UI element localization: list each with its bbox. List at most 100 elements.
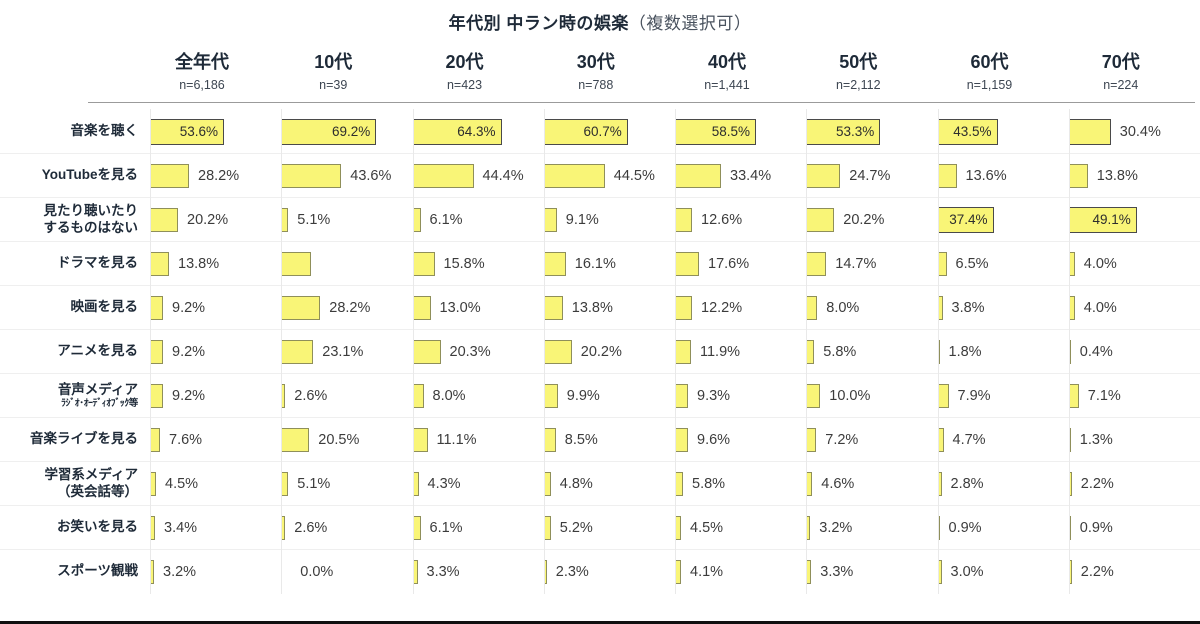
column-header-inner: 40代 n=1,441 — [677, 48, 777, 92]
bar — [150, 427, 160, 452]
row-label: お笑いを見る — [0, 506, 150, 549]
bar — [543, 471, 551, 496]
highlighted-bar: 49.1% — [1068, 206, 1137, 233]
bar — [150, 339, 163, 364]
value-label: 1.8% — [948, 343, 982, 360]
value-label: 9.2% — [172, 299, 206, 316]
chart-cell: 53.6% — [150, 109, 281, 154]
bar — [543, 339, 572, 364]
bottom-edge-strip — [0, 621, 1200, 624]
bar — [412, 295, 431, 320]
chart-cell: 23.1% — [281, 329, 412, 374]
value-label-inside: 53.6% — [179, 124, 218, 139]
chart-cell: 9.2% — [150, 373, 281, 418]
value-label: 9.6% — [697, 431, 731, 448]
value-label: 4.6% — [821, 475, 855, 492]
bar — [543, 207, 557, 232]
column-age-label: 70代 — [1101, 52, 1140, 72]
value-label-inside: 60.7% — [583, 124, 622, 139]
row-label-line1: 映画を見る — [70, 299, 139, 315]
bar — [1068, 163, 1088, 188]
chart-cell: 28.2% — [150, 153, 281, 198]
value-label: 4.7% — [952, 431, 986, 448]
highlighted-bar: 53.6% — [150, 118, 224, 145]
value-label: 13.8% — [571, 299, 613, 316]
chart-cell: 20.2% — [806, 197, 937, 242]
chart-cell: 6.1% — [412, 505, 544, 550]
chart-cell: 7.2% — [806, 417, 937, 462]
bar — [675, 339, 691, 364]
row-label: 見たり聴いたり するものはない — [0, 198, 150, 241]
bar — [281, 515, 286, 540]
bar — [281, 295, 321, 320]
value-label: 13.8% — [178, 255, 220, 272]
bar — [543, 383, 558, 408]
bar — [937, 559, 942, 584]
row-label-line1: ドラマを見る — [57, 255, 138, 271]
bar — [806, 339, 815, 364]
bar — [412, 383, 424, 408]
chart-cell: 2.2% — [1068, 461, 1200, 506]
value-label-inside: 58.5% — [711, 124, 750, 139]
value-label: 30.4% — [1119, 123, 1161, 140]
value-label: 12.6% — [701, 211, 743, 228]
row-label-line2: （英会話等） — [57, 483, 138, 499]
column-header-5: 50代 n=2,112 — [806, 48, 937, 92]
chart-cell: 6.5% — [937, 241, 1069, 286]
column-age-label: 50代 — [839, 52, 878, 72]
bar — [281, 427, 310, 452]
chart-cell: 2.8% — [937, 461, 1069, 506]
value-label: 13.0% — [439, 299, 481, 316]
column-sample-size: n=39 — [319, 78, 348, 92]
column-age-label: 40代 — [707, 52, 747, 72]
column-header-inner: 10代 n=39 — [283, 48, 383, 92]
row-label: スポーツ観戦 — [0, 550, 150, 593]
highlighted-bar: 53.3% — [806, 118, 881, 145]
value-label: 7.1% — [1087, 387, 1121, 404]
value-label: 7.2% — [825, 431, 859, 448]
value-label: 44.5% — [613, 167, 655, 184]
bar — [150, 207, 178, 232]
bar — [281, 383, 286, 408]
chart-cell: 8.5% — [543, 417, 675, 462]
row-label-line2: ﾗｼﾞｵ･ｵｰﾃﾞｨｵﾌﾞｯｸ等 — [61, 397, 138, 409]
value-label: 20.5% — [318, 431, 360, 448]
column-header-inner: 30代 n=788 — [546, 48, 646, 92]
chart-cell: 13.8% — [1068, 153, 1200, 198]
column-sample-size: n=788 — [578, 78, 614, 92]
bar — [543, 559, 547, 584]
bar — [806, 515, 811, 540]
bar — [412, 207, 421, 232]
chart-cell: 9.2% — [150, 329, 281, 374]
row-label-line1: アニメを見る — [57, 343, 138, 359]
value-label: 4.5% — [690, 519, 724, 536]
bar — [543, 251, 566, 276]
bar — [412, 163, 474, 188]
value-label: 8.5% — [564, 431, 598, 448]
chart-cell: 20.2% — [543, 329, 675, 374]
chart-cell: 3.8% — [937, 285, 1069, 330]
value-label: 3.3% — [426, 563, 460, 580]
column-age-label: 10代 — [314, 52, 353, 72]
value-label: 6.1% — [429, 519, 463, 536]
value-label: 11.1% — [436, 431, 477, 448]
chart-cell: 60.7% — [543, 109, 675, 154]
bar — [1068, 383, 1079, 408]
row-label: 音楽ライブを見る — [0, 418, 150, 461]
bar — [412, 515, 421, 540]
bar — [150, 251, 169, 276]
chart-cell: 13.8% — [543, 285, 675, 330]
bar — [675, 163, 721, 188]
highlighted-bar: 69.2% — [281, 118, 377, 145]
value-label: 20.3% — [449, 343, 491, 360]
chart-rows: 音楽を聴く 53.6% 69.2% 64.3% 60.7% 58.5% 53.3% 43.5%… — [0, 109, 1200, 594]
value-label: 0.4% — [1079, 343, 1113, 360]
table-row: 音楽ライブを見る 7.6% 20.5% 11.1% 8.5% 9.6% 7.2% 4.7% 1.… — [0, 417, 1200, 462]
bar — [281, 163, 342, 188]
value-label: 5.8% — [823, 343, 857, 360]
column-sample-size: n=6,186 — [179, 78, 225, 92]
chart-cell: 24.7% — [806, 153, 937, 198]
page-title: 年代別 中ラン時の娯楽（複数選択可） — [0, 0, 1200, 34]
bar — [1068, 251, 1075, 276]
chart-cell: 0.0% — [281, 549, 412, 594]
